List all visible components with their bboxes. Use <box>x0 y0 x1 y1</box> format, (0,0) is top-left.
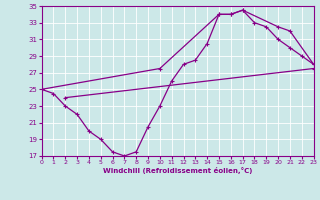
X-axis label: Windchill (Refroidissement éolien,°C): Windchill (Refroidissement éolien,°C) <box>103 167 252 174</box>
